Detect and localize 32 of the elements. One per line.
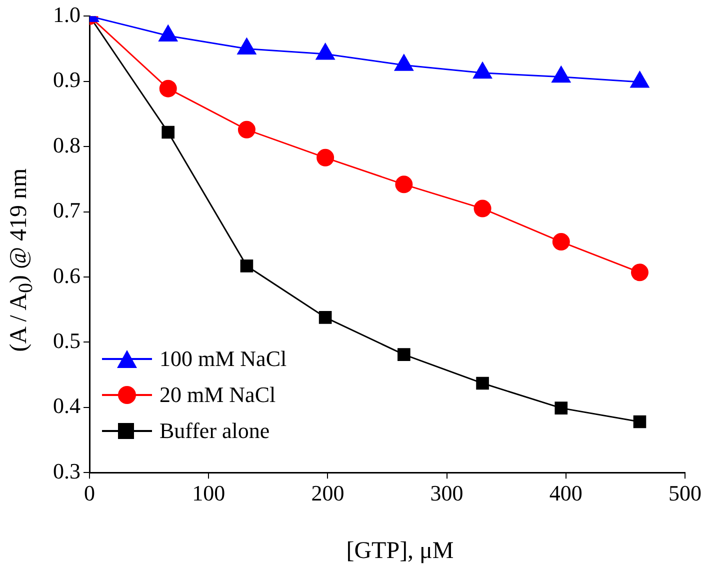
point: [238, 120, 256, 138]
point: [159, 80, 177, 98]
point: [395, 176, 413, 194]
point: [474, 200, 492, 218]
point: [398, 348, 410, 361]
point: [318, 311, 332, 324]
point: [476, 376, 489, 390]
x-tick-label: 100: [192, 480, 226, 506]
y-tick-label: 0.4: [53, 393, 80, 418]
point: [240, 260, 254, 272]
y-tick-label: 0.3: [53, 458, 80, 484]
y-tick-label: 0.6: [53, 262, 80, 288]
point: [633, 415, 646, 428]
x-axis-title: [GTP], μM: [346, 538, 454, 565]
x-tick-label: 500: [668, 480, 702, 506]
legend-label: 20 mM NaCl: [160, 382, 276, 408]
point: [162, 126, 175, 139]
point: [316, 148, 334, 166]
point: [630, 264, 648, 282]
point: [552, 233, 570, 251]
point: [554, 402, 568, 414]
y-tick-label: 1.0: [53, 2, 80, 27]
y-tick-label: 0.9: [53, 67, 80, 92]
x-tick-label: 200: [311, 480, 344, 506]
y-tick-label: 0.7: [53, 198, 80, 223]
x-tick-label: 400: [549, 480, 582, 506]
legend-label: 100 mM NaCl: [160, 346, 287, 372]
x-tick-label: 300: [430, 480, 464, 506]
y-tick-label: 0.8: [53, 132, 80, 158]
y-tick-label: 0.5: [53, 328, 80, 353]
legend-label: Buffer alone: [160, 418, 270, 444]
x-tick-label: 0: [84, 480, 95, 506]
